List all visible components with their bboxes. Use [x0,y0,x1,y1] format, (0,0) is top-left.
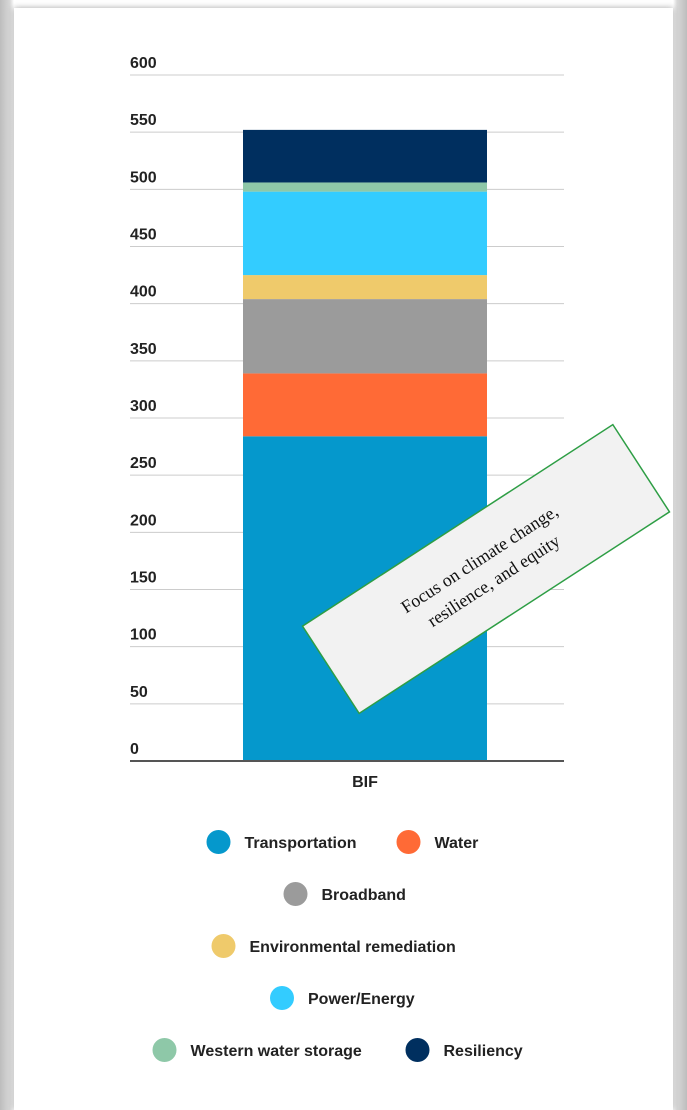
legend-swatch [405,1038,430,1062]
legend-label: Broadband [322,887,406,904]
y-tick-label: 300 [130,398,157,415]
legend: Transportation Water Broadband Environmenta… [152,830,523,1062]
bar-segment-power-energy [243,191,487,276]
y-tick-label: 600 [130,55,157,72]
y-tick-label: 450 [130,227,157,244]
y-tick-label: 550 [130,112,157,129]
bar-segment-water [243,373,487,437]
bar-segment-resiliency [243,129,487,183]
y-tick-label: 150 [130,570,157,587]
y-tick-label: 350 [130,341,157,358]
legend-label: Environmental remediation [250,939,456,956]
bar-segment-environmental-remediation [243,275,487,300]
annotation-box [301,423,671,715]
y-tick-label: 250 [130,455,157,472]
y-tick-label: 400 [130,284,157,301]
bar-segment-broadband [243,299,487,374]
legend-label: Water [435,835,479,852]
legend-swatch [396,830,421,854]
legend-swatch [270,986,294,1010]
legend-swatch [211,934,236,958]
legend-label: Western water storage [191,1043,362,1060]
legend-swatch [283,882,308,906]
y-tick-label: 200 [130,512,157,529]
y-tick-label: 100 [130,627,157,644]
legend-label: Power/Energy [308,991,415,1008]
legend-label: Resiliency [444,1043,523,1060]
bar-segment-western-water-storage [243,182,487,192]
legend-label: Transportation [245,835,357,852]
y-tick-label: 500 [130,169,157,186]
y-tick-label: 0 [130,741,139,758]
legend-swatch [152,1038,177,1062]
category-label: BIF [352,774,378,791]
legend-swatch [206,830,231,854]
y-tick-label: 50 [130,684,148,701]
